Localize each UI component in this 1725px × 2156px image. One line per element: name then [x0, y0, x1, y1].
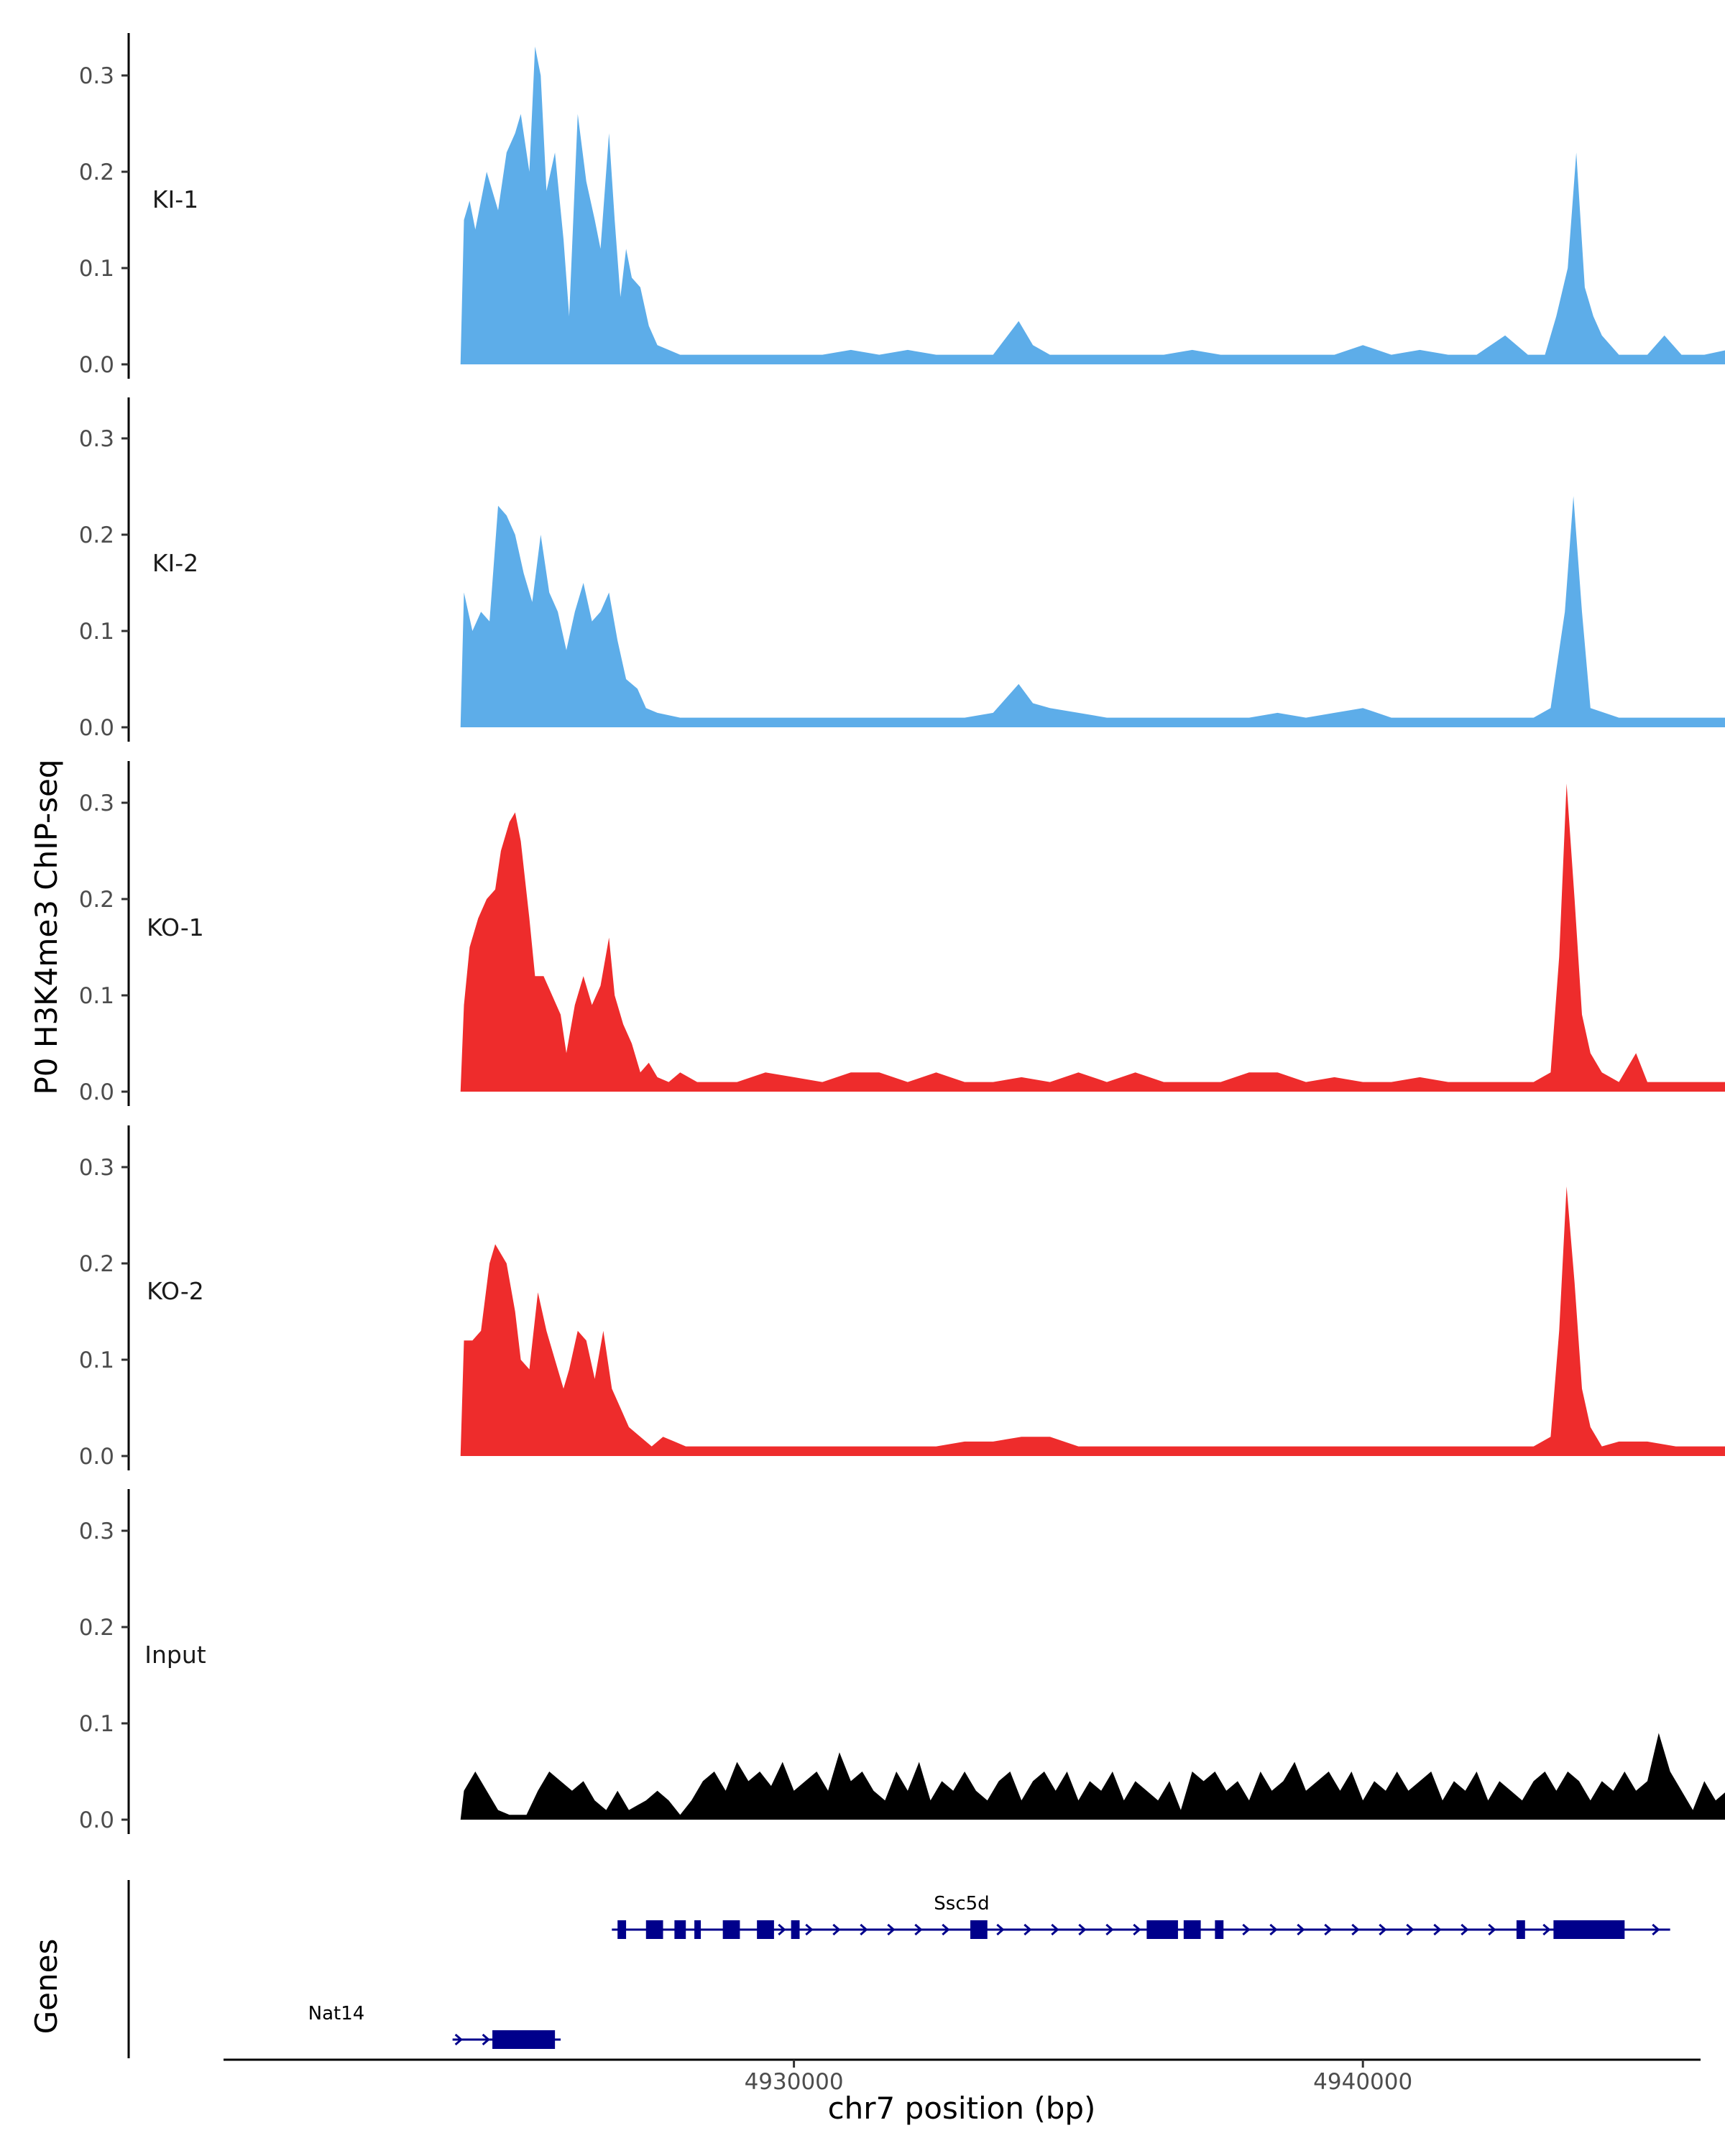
track-label: Input	[144, 1641, 206, 1669]
coverage-area	[460, 783, 1725, 1092]
y-tick-label: 0.1	[79, 256, 114, 282]
gene-exon	[1146, 1920, 1178, 1939]
strand-arrow	[1105, 1923, 1114, 1936]
strand-arrow	[914, 1923, 923, 1936]
strand-arrow	[1133, 1923, 1141, 1936]
strand-arrow	[1078, 1923, 1087, 1936]
strand-arrow	[1324, 1923, 1333, 1936]
y-axis-title: P0 H3K4me3 ChIP-seq	[29, 759, 64, 1095]
genes-axis-title: Genes	[29, 1939, 64, 2035]
coverage-area	[460, 1186, 1725, 1456]
strand-arrow	[778, 1923, 786, 1936]
strand-arrow	[482, 2033, 490, 2046]
y-tick-label: 0.3	[79, 63, 114, 89]
coverage-tracks: 0.00.10.20.3KI-10.00.10.20.3KI-20.00.10.…	[79, 33, 1725, 1834]
gene-exon	[1183, 1920, 1201, 1939]
coverage-area	[460, 1733, 1725, 1820]
gene-exon	[617, 1920, 627, 1939]
gene-exon	[645, 1920, 663, 1939]
strand-arrow	[1652, 1923, 1660, 1936]
strand-arrow	[1351, 1923, 1360, 1936]
strand-arrow	[1269, 1923, 1278, 1936]
track-ki-2: 0.0 0.1 0.2 0.3 KI-2	[79, 397, 1725, 742]
y-tick-label: 0.0	[79, 1807, 114, 1833]
track-label: KI-2	[152, 549, 198, 577]
gene-name-label: Nat14	[308, 2003, 365, 2024]
strand-arrow	[1379, 1923, 1387, 1936]
gene-exon	[757, 1920, 774, 1939]
strand-arrow	[942, 1923, 950, 1936]
y-tick-label: 0.3	[79, 426, 114, 452]
strand-arrow	[887, 1923, 896, 1936]
gene-nat14: Nat14	[308, 2003, 561, 2049]
coverage-area	[460, 496, 1725, 727]
gene-exon	[970, 1920, 988, 1939]
gene-exon	[1215, 1920, 1224, 1939]
strand-arrow	[1297, 1923, 1305, 1936]
strand-arrow	[1488, 1923, 1496, 1936]
strand-arrow	[1024, 1923, 1032, 1936]
gene-exon	[492, 2030, 556, 2049]
track-ki-1: 0.0 0.1 0.2 0.3 KI-1	[79, 33, 1725, 379]
strand-arrow	[1460, 1923, 1469, 1936]
y-tick-label: 0.2	[79, 1615, 114, 1641]
y-tick-label: 0.3	[79, 791, 114, 816]
strand-arrow	[996, 1923, 1005, 1936]
y-tick-label: 0.0	[79, 1079, 114, 1105]
gene-exon	[722, 1920, 740, 1939]
x-tick-label: 4930000	[745, 2069, 844, 2095]
x-tick-label: 4940000	[1313, 2069, 1412, 2095]
strand-arrow	[1242, 1923, 1251, 1936]
gene-exon	[791, 1920, 800, 1939]
x-axis-title: chr7 position (bp)	[828, 2091, 1096, 2126]
y-tick-label: 0.0	[79, 715, 114, 741]
strand-arrow	[805, 1923, 814, 1936]
y-tick-label: 0.3	[79, 1155, 114, 1181]
y-tick-label: 0.1	[79, 619, 114, 645]
y-tick-label: 0.1	[79, 983, 114, 1009]
gene-ssc5d: Ssc5d	[612, 1893, 1670, 1939]
strand-arrow	[832, 1923, 841, 1936]
track-ko-2: 0.0 0.1 0.2 0.3 KO-2	[79, 1125, 1725, 1470]
strand-arrow	[1542, 1923, 1551, 1936]
track-label: KO-2	[147, 1277, 204, 1305]
y-tick-label: 0.1	[79, 1348, 114, 1373]
gene-exon	[1553, 1920, 1625, 1939]
gene-exon	[694, 1920, 702, 1939]
strand-arrow	[860, 1923, 868, 1936]
x-axis: 4930000 4940000	[224, 2058, 1701, 2095]
y-tick-label: 0.2	[79, 1251, 114, 1277]
y-tick-label: 0.2	[79, 522, 114, 548]
strand-arrow	[1406, 1923, 1414, 1936]
track-ko-1: 0.0 0.1 0.2 0.3 KO-1	[79, 761, 1725, 1106]
y-tick-label: 0.0	[79, 1444, 114, 1470]
gene-exon	[674, 1920, 686, 1939]
track-label: KI-1	[152, 185, 198, 213]
gene-name-label: Ssc5d	[934, 1893, 989, 1915]
coverage-area	[460, 46, 1725, 364]
track-input: 0.0 0.1 0.2 0.3 Input	[79, 1489, 1725, 1834]
track-label: KO-1	[147, 913, 204, 941]
strand-arrow	[1433, 1923, 1442, 1936]
gene-exon	[1516, 1920, 1525, 1939]
y-tick-label: 0.2	[79, 160, 114, 185]
strand-arrow	[1051, 1923, 1059, 1936]
y-tick-label: 0.3	[79, 1519, 114, 1544]
y-tick-label: 0.1	[79, 1711, 114, 1737]
genes-panel: Ssc5d Nat14	[127, 1880, 1670, 2058]
y-tick-label: 0.0	[79, 352, 114, 378]
y-tick-label: 0.2	[79, 887, 114, 913]
strand-arrow	[454, 2033, 463, 2046]
